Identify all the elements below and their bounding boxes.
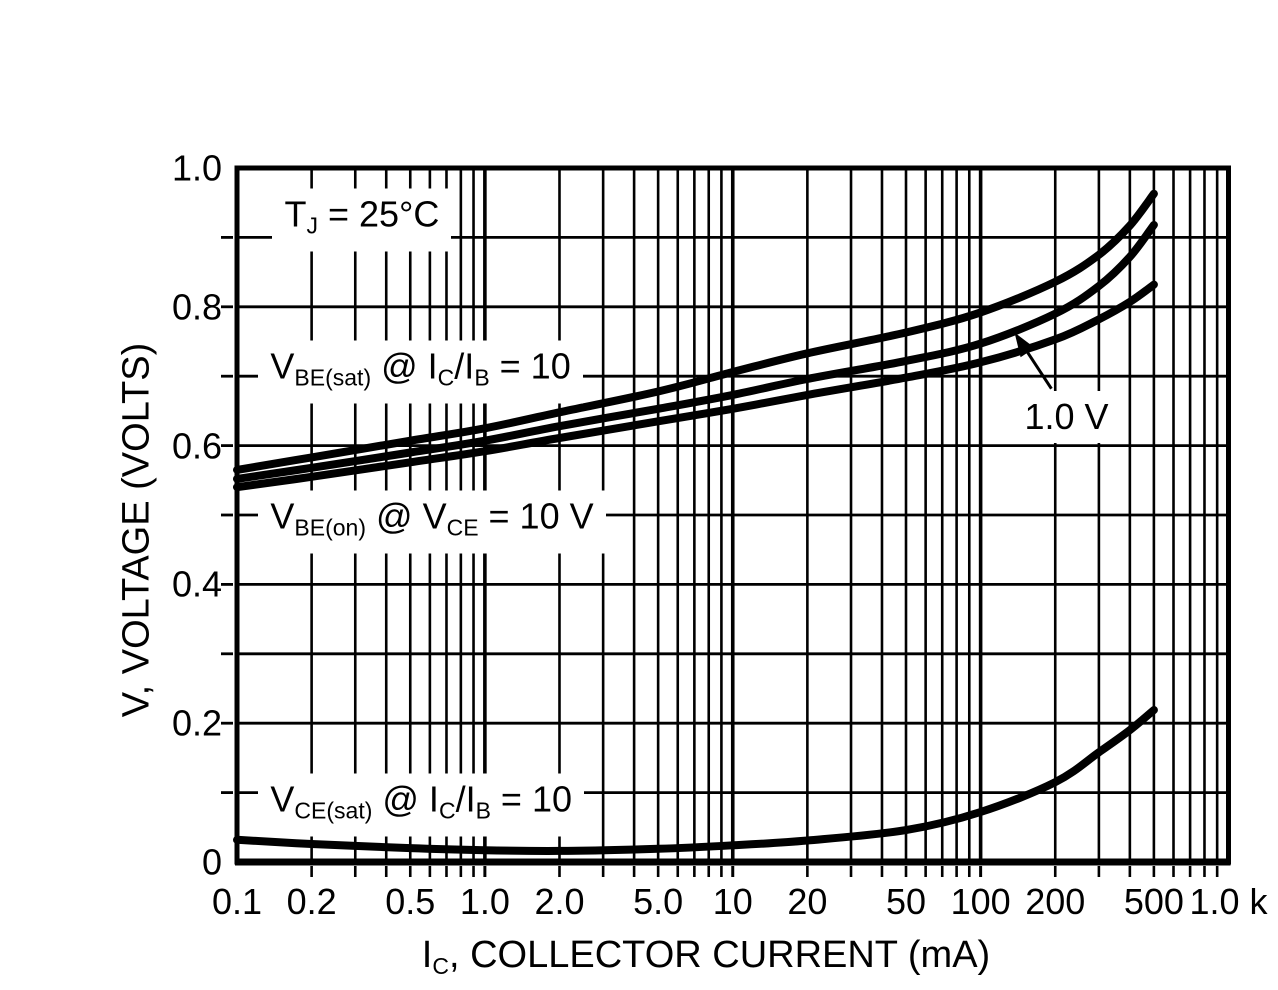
label-text: @ V — [366, 495, 447, 537]
curve-vbe-on-10v — [233, 280, 1158, 492]
x-tick-label: 0.2 — [286, 881, 337, 922]
label-text: = 10 V — [478, 495, 594, 537]
x-tick-label: 100 — [950, 881, 1011, 922]
label-text: V — [270, 495, 295, 537]
label-subscript: BE(on) — [294, 514, 367, 541]
label-subscript: C — [438, 797, 456, 824]
label-subscript: B — [475, 797, 491, 824]
y-tick-label: 1.0 — [171, 147, 222, 189]
annotation-vbe-on-label: VBE(on) @ VCE = 10 V — [258, 490, 606, 554]
x-tick-label: 200 — [1025, 881, 1086, 922]
label-text: = 25°C — [317, 193, 440, 235]
curve-vbe-on-1v — [233, 220, 1158, 483]
x-tick-label: 0.5 — [385, 881, 436, 922]
x-tick-label: 1.0 — [459, 881, 510, 922]
label-subscript: C — [437, 364, 455, 391]
label-text: /I — [454, 345, 475, 387]
label-text: I — [421, 934, 433, 976]
y-axis-title: V, VOLTAGE (VOLTS) — [115, 342, 158, 718]
x-tick-label: 2.0 — [534, 881, 585, 922]
x-tick-label: 500 — [1123, 881, 1184, 922]
annotation-v1: 1.0 V — [1012, 391, 1121, 444]
x-tick-label: 50 — [885, 881, 927, 922]
label-text: V — [270, 778, 295, 820]
label-subscript: BE(sat) — [294, 364, 372, 391]
curve-vce-sat — [233, 706, 1158, 855]
y-tick-label: 0.8 — [171, 286, 222, 328]
y-tick-label: 0.6 — [171, 425, 222, 467]
x-axis-title: IC, COLLECTOR CURRENT (mA) — [422, 934, 990, 980]
label-text: /I — [455, 778, 476, 820]
y-tick-label: 0.4 — [171, 563, 222, 605]
annotation-tj: TJ = 25°C — [272, 188, 452, 252]
label-text: T — [284, 193, 307, 235]
label-subscript: C — [432, 953, 449, 979]
label-subscript: B — [474, 364, 490, 391]
annotation-vce-sat-label: VCE(sat) @ IC/IB = 10 — [258, 773, 584, 837]
label-text: @ I — [371, 345, 438, 387]
x-tick-label: 0.1 — [211, 881, 263, 922]
label-text: V — [270, 345, 295, 387]
label-text: 1.0 V — [1024, 396, 1109, 438]
label-subscript: CE(sat) — [294, 797, 373, 824]
annotation-vbe-sat-label: VBE(sat) @ IC/IB = 10 — [258, 340, 583, 404]
curve-vbe-sat — [233, 189, 1158, 474]
x-tick-label: 5.0 — [633, 881, 684, 922]
label-text: @ I — [372, 778, 439, 820]
x-tick-label: 1.0 k — [1189, 881, 1268, 922]
label-text: , COLLECTOR CURRENT (mA) — [448, 934, 991, 976]
annotation-arrowhead — [1014, 332, 1035, 358]
label-subscript: J — [306, 212, 318, 239]
y-tick-label: 0.2 — [171, 702, 222, 744]
y-tick-label: 0 — [201, 841, 222, 883]
label-subscript: CE — [446, 514, 479, 541]
x-tick-label: 20 — [787, 881, 828, 922]
x-tick-label: 10 — [712, 881, 753, 922]
label-text: = 10 — [490, 778, 572, 820]
label-text: = 10 — [489, 345, 571, 387]
